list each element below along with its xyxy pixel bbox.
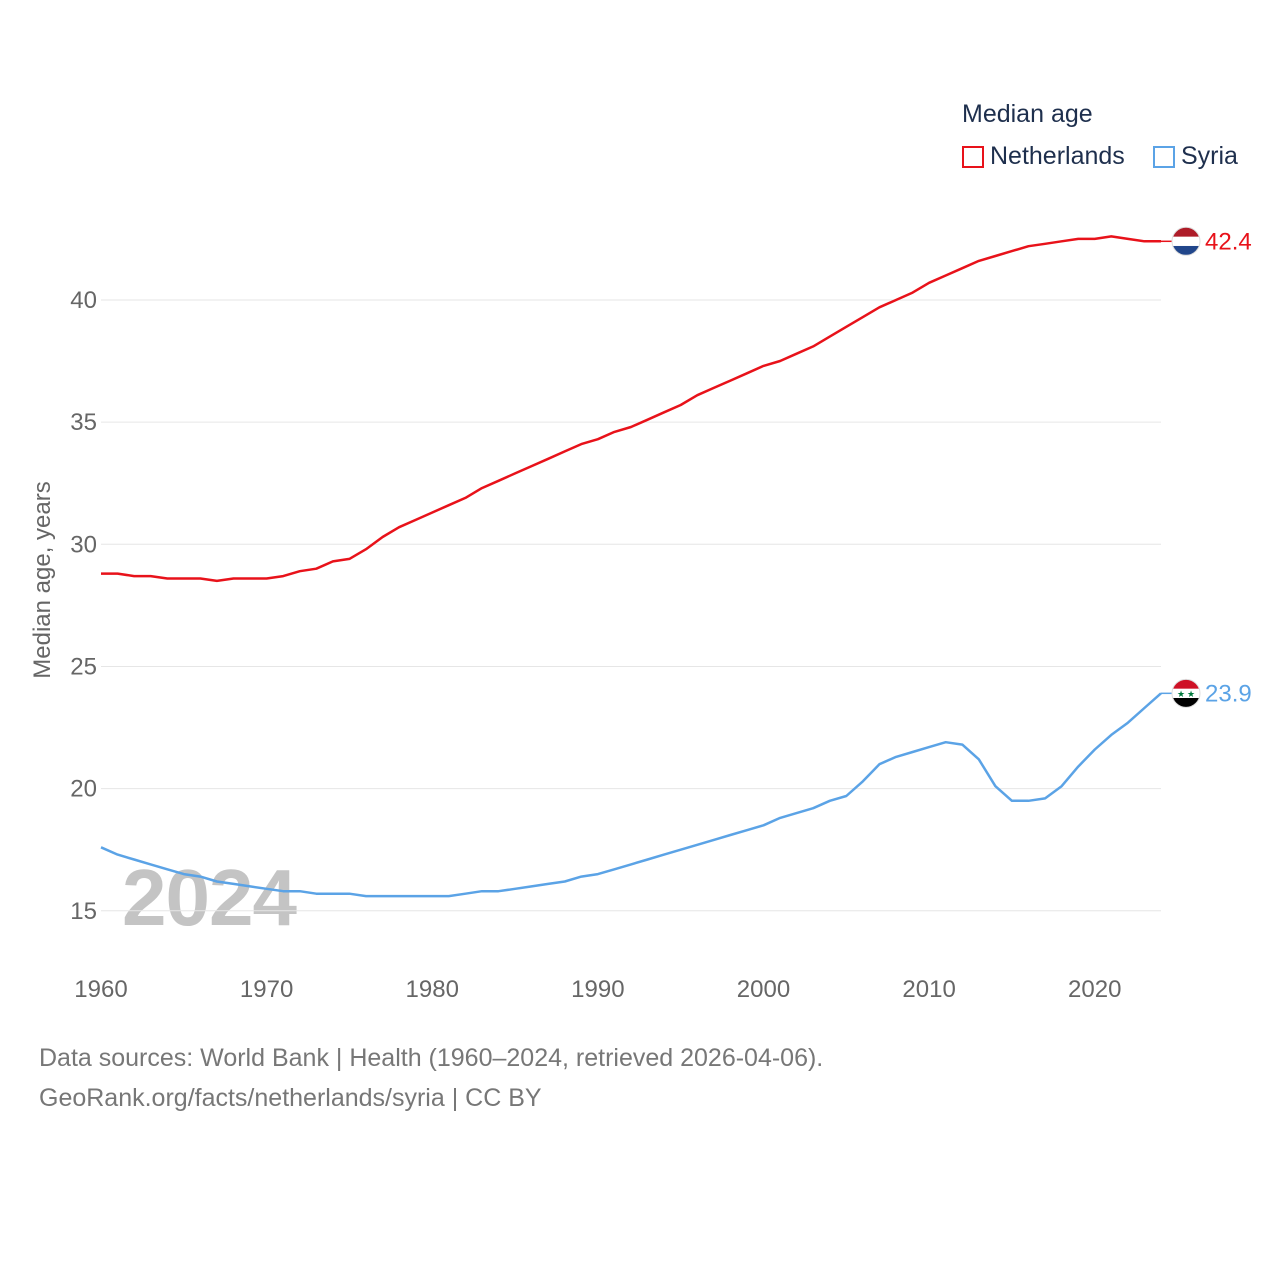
flag-stripe bbox=[1172, 245, 1200, 256]
y-axis-title: Median age, years bbox=[29, 481, 56, 678]
flag-stripe bbox=[1172, 688, 1200, 699]
series-lines bbox=[100, 235, 1162, 898]
year-watermark: 2024 bbox=[122, 853, 297, 942]
legend-item-netherlands[interactable]: Netherlands bbox=[962, 142, 1125, 171]
y-tick-label-35: 35 bbox=[70, 409, 97, 436]
flag-stripe bbox=[1172, 227, 1200, 238]
y-tick-label-40: 40 bbox=[70, 287, 97, 314]
legend-title: Median age bbox=[962, 100, 1093, 128]
flag-border bbox=[1171, 226, 1201, 256]
x-tick-label-1980: 1980 bbox=[406, 976, 459, 1003]
y-tick-label-20: 20 bbox=[70, 776, 97, 803]
gridlines bbox=[101, 299, 1161, 912]
x-tick-label-1970: 1970 bbox=[240, 976, 293, 1003]
legend-swatch-syria bbox=[1153, 145, 1175, 168]
series-line-syria[interactable] bbox=[100, 692, 1162, 898]
x-tick-label-2020: 2020 bbox=[1068, 976, 1121, 1003]
y-tick-label-25: 25 bbox=[70, 653, 97, 680]
series-line-netherlands[interactable] bbox=[101, 235, 1161, 583]
legend-label-syria: Syria bbox=[1181, 142, 1238, 170]
legend-item-syria[interactable]: Syria bbox=[1153, 142, 1238, 171]
x-tick-label-1990: 1990 bbox=[571, 976, 624, 1003]
y-tick-label-15: 15 bbox=[70, 898, 97, 925]
footer-url[interactable]: GeoRank.org/facts/netherlands/syria | CC… bbox=[39, 1084, 542, 1112]
flag-star: ★ bbox=[1177, 689, 1185, 699]
footer-sources: Data sources: World Bank | Health (1960–… bbox=[39, 1044, 824, 1072]
flag-star: ★ bbox=[1187, 689, 1195, 699]
flag-stripe bbox=[1172, 679, 1200, 690]
y-axis-ticks: 15 20 25 30 35 40 bbox=[70, 287, 97, 925]
syria-flag-icon: ★ ★ bbox=[1171, 678, 1201, 708]
end-value-label-netherlands: 42.4 bbox=[1205, 228, 1252, 255]
x-tick-label-2000: 2000 bbox=[737, 976, 790, 1003]
end-value-label-syria: 23.9 bbox=[1205, 680, 1252, 707]
netherlands-flag-icon bbox=[1171, 226, 1201, 256]
legend-swatch-netherlands bbox=[962, 145, 984, 168]
y-tick-label-30: 30 bbox=[70, 531, 97, 558]
x-axis-ticks: 1960 1970 1980 1990 2000 2010 2020 bbox=[74, 976, 1121, 1003]
x-tick-label-2010: 2010 bbox=[902, 976, 955, 1003]
x-tick-label-1960: 1960 bbox=[74, 976, 127, 1003]
flag-stripe bbox=[1172, 698, 1200, 708]
end-markers: 42.4★ ★ 23.9 bbox=[1161, 226, 1252, 708]
legend-label-netherlands: Netherlands bbox=[990, 142, 1125, 170]
flag-stripe bbox=[1172, 236, 1200, 247]
flag-border bbox=[1171, 678, 1201, 708]
